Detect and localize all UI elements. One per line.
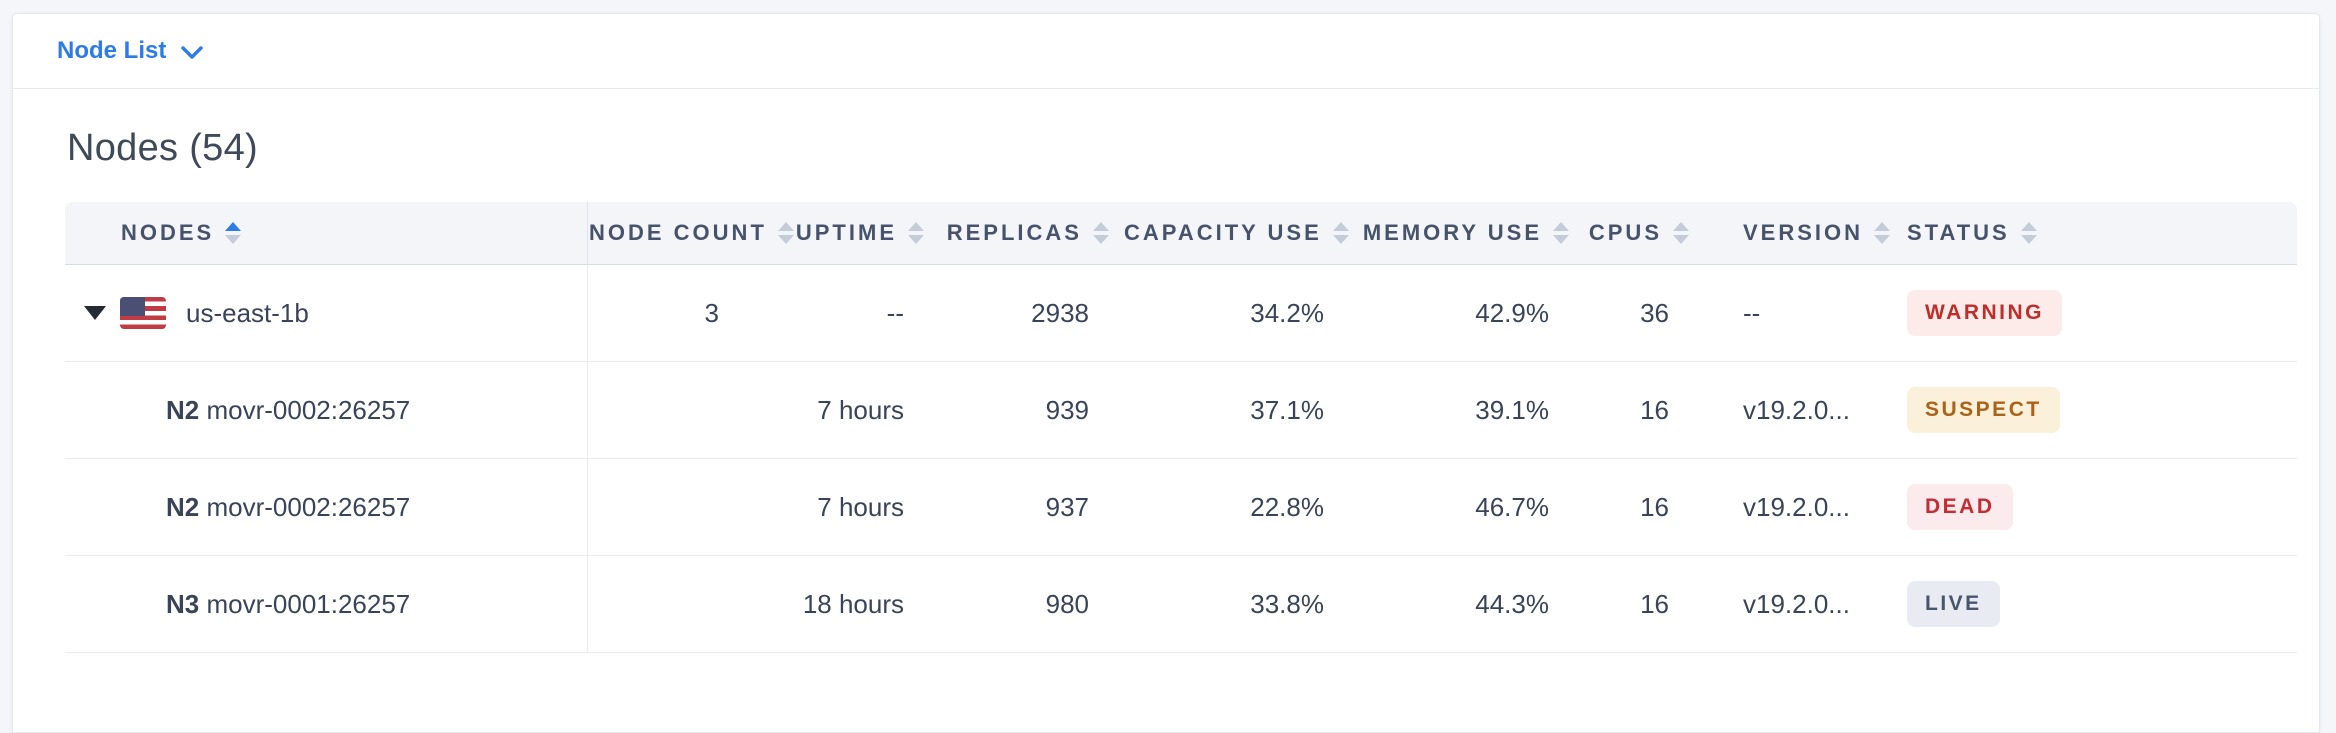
column-label: CAPACITY USE	[1124, 220, 1322, 245]
capacity-use-cell: 33.8%	[1123, 556, 1358, 653]
node-row: N3 movr-0001:26257 18 hours 980 33.8% 44.3% 1…	[65, 556, 2297, 653]
column-header-nodes[interactable]: NODES	[65, 202, 588, 265]
column-header-memory_use[interactable]: MEMORY USE	[1358, 202, 1583, 265]
capacity-use-cell: 37.1%	[1123, 362, 1358, 459]
column-label: UPTIME	[795, 220, 897, 245]
column-header-replicas[interactable]: REPLICAS	[938, 202, 1123, 265]
column-label: REPLICAS	[946, 220, 1082, 245]
node-list-card: Node List Nodes (54) NODES NODE COUNT UPTI…	[12, 13, 2320, 733]
sort-icon	[1553, 222, 1569, 244]
chevron-down-icon	[181, 45, 204, 59]
cpus-cell: 16	[1583, 459, 1703, 556]
node-id: N2	[166, 394, 200, 425]
uptime-cell: --	[753, 265, 938, 362]
replicas-cell: 939	[938, 362, 1123, 459]
column-header-cpus[interactable]: CPUS	[1583, 202, 1703, 265]
memory-use-cell: 44.3%	[1358, 556, 1583, 653]
memory-use-cell: 39.1%	[1358, 362, 1583, 459]
status-badge: DEAD	[1907, 484, 2013, 530]
version-cell: --	[1703, 265, 1873, 362]
table-header-row: NODES NODE COUNT UPTIME REPLICAS CAPACITY US…	[65, 202, 2297, 265]
version-cell: v19.2.0...	[1703, 362, 1873, 459]
view-mode-label: Node List	[57, 37, 167, 64]
uptime-cell: 18 hours	[753, 556, 938, 653]
node-count-cell	[588, 362, 753, 459]
node-row: N2 movr-0002:26257 7 hours 939 37.1% 39.1% 16…	[65, 362, 2297, 459]
uptime-cell: 7 hours	[753, 459, 938, 556]
version-cell: v19.2.0...	[1703, 556, 1873, 653]
card-header: Node List	[13, 14, 2319, 89]
version-cell: v19.2.0...	[1703, 459, 1873, 556]
column-header-uptime[interactable]: UPTIME	[753, 202, 938, 265]
expand-caret-icon[interactable]	[84, 306, 106, 320]
sort-icon	[1093, 222, 1109, 244]
uptime-cell: 7 hours	[753, 362, 938, 459]
node-name-link[interactable]: N2 movr-0002:26257	[166, 394, 411, 425]
status-cell: SUSPECT	[1873, 362, 2297, 459]
node-name-link[interactable]: N3 movr-0001:26257	[166, 588, 411, 619]
column-header-capacity_use[interactable]: CAPACITY USE	[1123, 202, 1358, 265]
column-label: NODES	[121, 220, 215, 245]
replicas-cell: 937	[938, 459, 1123, 556]
node-count-cell	[588, 459, 753, 556]
node-count-cell	[588, 556, 753, 653]
node-id: N3	[166, 588, 200, 619]
cpus-cell: 16	[1583, 556, 1703, 653]
sort-icon	[777, 222, 794, 244]
capacity-use-cell: 34.2%	[1123, 265, 1358, 362]
cpus-cell: 36	[1583, 265, 1703, 362]
replicas-cell: 980	[938, 556, 1123, 653]
status-badge: SUSPECT	[1907, 387, 2060, 433]
replicas-cell: 2938	[938, 265, 1123, 362]
page-title: Nodes (54)	[67, 127, 258, 169]
cpus-cell: 16	[1583, 362, 1703, 459]
status-badge: LIVE	[1907, 581, 2000, 627]
node-name-link[interactable]: N2 movr-0002:26257	[166, 491, 411, 522]
column-label: NODE COUNT	[589, 220, 767, 245]
status-badge: WARNING	[1907, 290, 2062, 336]
capacity-use-cell: 22.8%	[1123, 459, 1358, 556]
column-label: MEMORY USE	[1362, 220, 1542, 245]
status-cell: DEAD	[1873, 459, 2297, 556]
status-cell: LIVE	[1873, 556, 2297, 653]
column-header-version[interactable]: VERSION	[1703, 202, 1891, 265]
sort-icon	[1874, 222, 1891, 244]
region-row: us-east-1b 3 -- 2938 34.2% 42.9% 36 -- WARNING	[65, 265, 2297, 362]
memory-use-cell: 46.7%	[1358, 459, 1583, 556]
status-cell: WARNING	[1873, 265, 2297, 362]
sort-icon	[1332, 222, 1349, 244]
us-flag-icon	[120, 297, 166, 329]
column-header-node_count[interactable]: NODE COUNT	[588, 202, 794, 265]
sort-icon	[908, 222, 924, 244]
node-id: N2	[166, 491, 200, 522]
column-label: VERSION	[1743, 220, 1864, 245]
node-count-cell: 3	[588, 265, 753, 362]
sort-icon	[1673, 222, 1689, 244]
nodes-table: NODES NODE COUNT UPTIME REPLICAS CAPACITY US…	[65, 202, 2297, 653]
sort-icon	[2020, 222, 2037, 244]
memory-use-cell: 42.9%	[1358, 265, 1583, 362]
node-row: N2 movr-0002:26257 7 hours 937 22.8% 46.7% 16…	[65, 459, 2297, 556]
column-label: STATUS	[1907, 220, 2010, 245]
column-header-status[interactable]: STATUS	[1873, 202, 2297, 265]
sort-icon	[225, 222, 242, 244]
column-label: CPUS	[1588, 220, 1662, 245]
region-name: us-east-1b	[186, 297, 309, 328]
view-mode-dropdown[interactable]: Node List	[57, 37, 204, 65]
